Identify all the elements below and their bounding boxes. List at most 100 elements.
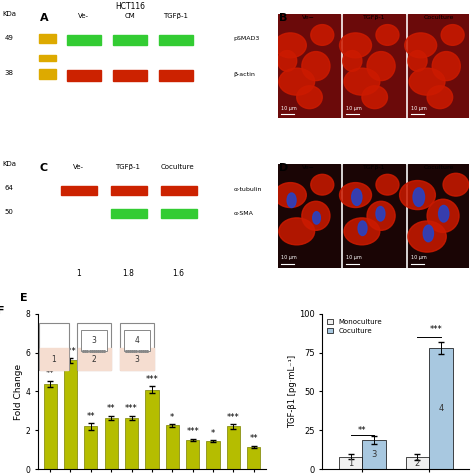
Bar: [408, 164, 471, 268]
Ellipse shape: [311, 25, 334, 46]
Ellipse shape: [376, 25, 399, 46]
Text: B: B: [280, 13, 288, 23]
Text: 64: 64: [5, 185, 14, 191]
Ellipse shape: [400, 181, 436, 210]
Bar: [362, 440, 386, 469]
Bar: [67, 70, 101, 81]
Ellipse shape: [274, 33, 306, 58]
Text: **: **: [46, 369, 55, 378]
Bar: [343, 14, 405, 118]
Ellipse shape: [438, 205, 449, 222]
Bar: [159, 70, 193, 81]
Ellipse shape: [405, 33, 437, 58]
Bar: [165, 426, 179, 469]
Ellipse shape: [302, 201, 330, 230]
Bar: [39, 69, 56, 79]
Bar: [146, 390, 158, 469]
Text: 10 μm: 10 μm: [411, 106, 427, 110]
Text: C: C: [40, 163, 48, 173]
Text: TGFβ-1: TGFβ-1: [116, 164, 140, 170]
Text: Ve-: Ve-: [73, 164, 84, 170]
Bar: [39, 34, 56, 43]
Ellipse shape: [376, 174, 399, 195]
Ellipse shape: [274, 182, 306, 208]
Ellipse shape: [343, 51, 362, 71]
Text: **: **: [107, 404, 116, 413]
Ellipse shape: [427, 199, 459, 232]
Ellipse shape: [408, 221, 446, 252]
Text: 10 μm: 10 μm: [281, 255, 297, 260]
Bar: [113, 35, 147, 46]
Text: 1: 1: [76, 269, 81, 278]
Bar: [408, 14, 471, 118]
Bar: [429, 348, 453, 469]
Text: Coculture: Coculture: [424, 16, 455, 20]
Bar: [67, 35, 101, 46]
Text: 10 μm: 10 μm: [281, 106, 297, 110]
Text: ***: ***: [227, 413, 240, 422]
Text: Ve−: Ve−: [302, 165, 315, 170]
Bar: [161, 209, 197, 218]
Ellipse shape: [367, 201, 395, 230]
Text: TGFβ-1: TGFβ-1: [363, 165, 385, 170]
Text: ***: ***: [125, 404, 138, 413]
Ellipse shape: [423, 225, 434, 242]
Ellipse shape: [344, 218, 380, 245]
Ellipse shape: [313, 212, 320, 224]
Ellipse shape: [311, 174, 334, 195]
Text: 1.6: 1.6: [172, 269, 184, 278]
Text: CM: CM: [125, 13, 135, 19]
Text: 38: 38: [5, 71, 14, 76]
Ellipse shape: [352, 189, 362, 205]
Bar: [278, 14, 340, 118]
Text: Coculture: Coculture: [424, 165, 455, 170]
Text: *: *: [170, 412, 174, 421]
Ellipse shape: [432, 52, 460, 81]
Bar: [111, 209, 147, 218]
Y-axis label: Fold Change: Fold Change: [14, 364, 23, 419]
Text: *: *: [211, 428, 215, 438]
Bar: [339, 457, 362, 469]
Text: Ve-: Ve-: [78, 13, 90, 19]
Bar: [39, 55, 56, 61]
Ellipse shape: [427, 86, 453, 109]
Text: β-actin: β-actin: [234, 73, 255, 77]
Text: 10 μm: 10 μm: [346, 255, 362, 260]
Text: TGFβ-1: TGFβ-1: [363, 16, 385, 20]
Ellipse shape: [287, 193, 296, 208]
Ellipse shape: [339, 33, 372, 58]
Text: ***: ***: [429, 325, 442, 334]
Bar: [61, 186, 97, 195]
Bar: [125, 418, 138, 469]
Text: 49: 49: [5, 35, 14, 41]
Text: 3: 3: [371, 450, 377, 459]
Ellipse shape: [443, 173, 469, 196]
Text: TGFβ-1: TGFβ-1: [164, 13, 189, 19]
Text: **: **: [87, 411, 95, 420]
Text: 10 μm: 10 μm: [346, 106, 362, 110]
Text: **: **: [358, 426, 366, 435]
Ellipse shape: [413, 188, 425, 207]
Bar: [278, 164, 340, 268]
Text: A: A: [40, 13, 48, 23]
Ellipse shape: [362, 86, 387, 109]
Text: pSMAD3: pSMAD3: [234, 36, 260, 41]
Ellipse shape: [408, 51, 427, 71]
Bar: [113, 70, 147, 81]
Text: HCT116: HCT116: [115, 2, 145, 11]
Bar: [161, 186, 197, 195]
Bar: [105, 418, 118, 469]
Bar: [44, 383, 57, 469]
Text: 4: 4: [438, 404, 444, 413]
Text: KDa: KDa: [2, 161, 16, 167]
Text: Coculture: Coculture: [161, 164, 195, 170]
Ellipse shape: [409, 68, 445, 95]
Ellipse shape: [339, 182, 372, 208]
Text: 2: 2: [415, 458, 420, 467]
Bar: [343, 164, 405, 268]
Bar: [84, 427, 98, 469]
Bar: [247, 447, 260, 469]
Ellipse shape: [279, 218, 315, 245]
Text: **: **: [249, 434, 258, 443]
Text: D: D: [280, 163, 289, 173]
